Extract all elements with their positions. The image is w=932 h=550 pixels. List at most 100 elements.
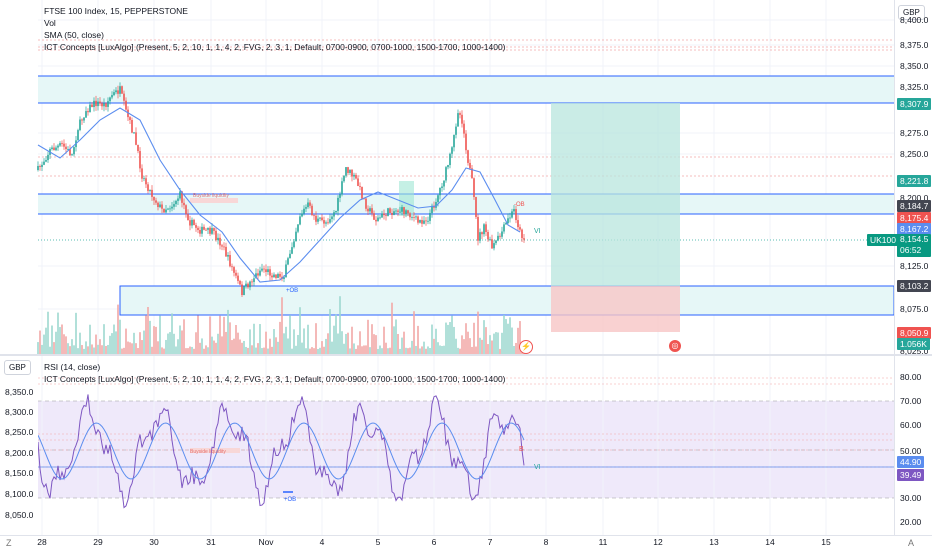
currency-button[interactable]: GBP: [898, 5, 925, 20]
rsi-right-tick: 20.00: [900, 517, 922, 527]
rsi-band: [38, 401, 894, 498]
candle-body: [449, 153, 451, 166]
candle-body: [289, 253, 291, 259]
candle-body: [399, 211, 401, 213]
volume-bar: [509, 317, 511, 354]
time-tick: 30: [149, 537, 159, 547]
candle-body: [253, 278, 255, 282]
candle-body: [269, 269, 271, 276]
volume-bar: [327, 333, 329, 354]
rsi-right-tick: 60.00: [900, 420, 922, 430]
volume-bar: [309, 348, 311, 354]
price-tick: 8,200.0: [900, 193, 929, 203]
volume-bar: [421, 346, 423, 354]
volume-bar: [161, 347, 163, 354]
candle-body: [369, 208, 371, 212]
candle-body: [191, 219, 193, 226]
volume-bar: [505, 319, 507, 354]
candle-body: [55, 147, 57, 151]
candle-body: [293, 241, 295, 248]
volume-bar: [259, 324, 261, 354]
candle-body: [499, 235, 501, 237]
time-tick: 14: [765, 537, 775, 547]
candle-body: [423, 220, 425, 224]
candle-body: [459, 113, 461, 115]
volume-bar: [81, 345, 83, 354]
volume-bar: [217, 333, 219, 354]
rsi-left-currency-button[interactable]: GBP: [4, 360, 31, 375]
volume-bar: [401, 337, 403, 354]
lightning-event-icon[interactable]: ⚡: [519, 340, 533, 354]
candle-body: [141, 168, 143, 179]
candle-body: [203, 226, 205, 230]
rsi-right-tick: 70.00: [900, 396, 922, 406]
time-tick: 4: [319, 537, 325, 547]
volume-bar: [363, 345, 365, 354]
volume-bar: [339, 296, 341, 354]
volume-bar: [457, 347, 459, 354]
volume-bar: [311, 347, 313, 354]
candle-body: [261, 268, 263, 271]
candle-body: [465, 133, 467, 151]
volume-bar: [149, 320, 151, 354]
volume-bar: [425, 348, 427, 354]
candle-body: [199, 230, 201, 234]
candle-body: [193, 219, 195, 226]
bearish-ob-label: -OB: [514, 202, 525, 208]
volume-bar: [181, 330, 183, 354]
symbol-title[interactable]: FTSE 100 Index, 15, PEPPERSTONE: [44, 6, 188, 16]
rsi-chart[interactable]: [38, 356, 894, 536]
time-tick: 11: [598, 537, 608, 547]
volume-bar: [313, 348, 315, 354]
volume-bar: [395, 319, 397, 354]
candle-body: [109, 97, 111, 102]
candle-body: [181, 191, 183, 203]
time-tick: 7: [487, 537, 493, 547]
volume-bar: [225, 331, 227, 354]
volume-bar: [511, 327, 513, 354]
volume-bar: [445, 322, 447, 354]
candle-body: [179, 191, 181, 199]
candle-body: [185, 205, 187, 215]
volume-bar: [97, 344, 99, 354]
candle-body: [523, 238, 525, 240]
candle-body: [67, 149, 69, 150]
volume-bar: [281, 297, 283, 354]
volume-bar: [495, 332, 497, 354]
volume-bar: [59, 327, 61, 354]
timezone-button[interactable]: Z: [6, 538, 12, 548]
volume-bar: [451, 315, 453, 354]
sma-indicator-label[interactable]: SMA (50, close): [44, 30, 104, 40]
candle-body: [387, 208, 389, 217]
candle-body: [237, 275, 239, 281]
candle-body: [513, 209, 515, 212]
rsi-tag-3949: 39.49: [897, 469, 925, 481]
volume-bar: [95, 334, 97, 354]
candle-body: [135, 132, 137, 145]
candle-body: [357, 178, 359, 186]
candle-body: [103, 103, 105, 107]
volume-bar: [463, 339, 465, 354]
economic-event-icon[interactable]: ◎: [669, 340, 681, 352]
volume-indicator-label[interactable]: Vol: [44, 18, 56, 28]
candle-body: [443, 180, 445, 187]
candle-body: [395, 210, 397, 212]
volume-bar: [427, 346, 429, 354]
volume-bar: [237, 332, 239, 354]
candle-body: [47, 154, 49, 161]
pane-divider[interactable]: [0, 354, 932, 356]
volume-bar: [267, 348, 269, 354]
auto-scale-button[interactable]: A: [908, 538, 915, 548]
candle-body: [519, 227, 521, 230]
candle-body: [495, 240, 497, 244]
main-price-chart[interactable]: [0, 0, 894, 355]
ict-indicator-label[interactable]: ICT Concepts [LuxAlgo] (Present, 5, 2, 1…: [44, 42, 506, 52]
candle-body: [153, 196, 155, 201]
rsi-ict-indicator-label[interactable]: ICT Concepts [LuxAlgo] (Present, 5, 2, 1…: [44, 374, 506, 384]
candle-body: [117, 90, 119, 94]
candle-body: [431, 205, 433, 214]
candle-body: [317, 218, 319, 222]
candle-body: [359, 185, 361, 187]
volume-bar: [175, 346, 177, 354]
rsi-indicator-label[interactable]: RSI (14, close): [44, 362, 101, 372]
